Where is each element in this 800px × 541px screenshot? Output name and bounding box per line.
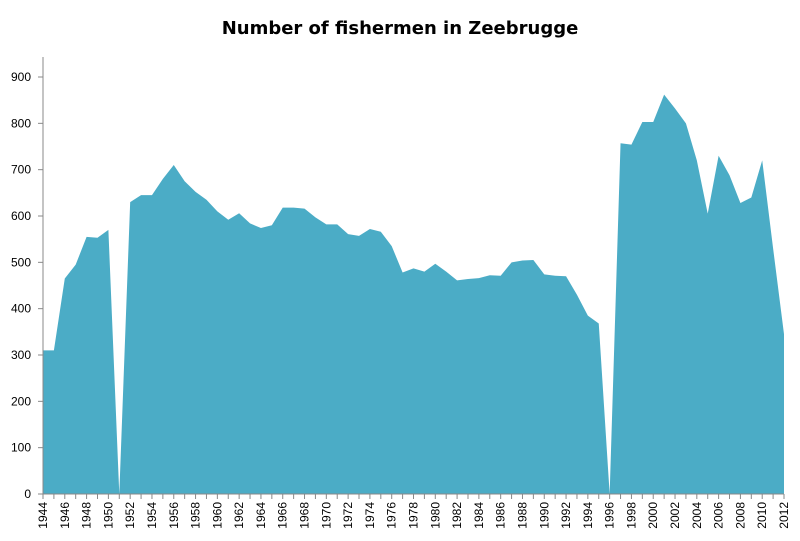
- x-tick-label: 2004: [690, 502, 704, 529]
- x-tick-label: 2012: [777, 502, 791, 529]
- x-tick-label: 1998: [624, 502, 638, 529]
- x-tick-label: 1964: [254, 502, 268, 529]
- y-tick-label: 200: [11, 394, 31, 408]
- x-tick-label: 1962: [232, 502, 246, 529]
- x-tick-label: 2002: [668, 502, 682, 529]
- x-tick-label: 1956: [167, 502, 181, 529]
- x-tick-label: 1958: [189, 502, 203, 529]
- y-tick-label: 300: [11, 348, 31, 362]
- x-tick-label: 2000: [646, 502, 660, 529]
- area-series: [43, 94, 784, 495]
- y-tick-label: 700: [11, 163, 31, 177]
- chart-title: Number of fishermen in Zeebrugge: [222, 18, 579, 39]
- x-tick-label: 1950: [101, 502, 115, 529]
- x-tick-label: 1944: [36, 502, 50, 529]
- y-tick-label: 0: [24, 487, 31, 501]
- y-tick-label: 400: [11, 302, 31, 316]
- x-tick-label: 1984: [472, 502, 486, 529]
- x-tick-label: 1972: [341, 502, 355, 529]
- y-tick-label: 100: [11, 441, 31, 455]
- x-tick-label: 1946: [58, 502, 72, 529]
- x-tick-label: 1978: [407, 502, 421, 529]
- x-tick-label: 1982: [450, 502, 464, 529]
- x-tick-label: 1994: [581, 502, 595, 529]
- x-tick-label: 1986: [494, 502, 508, 529]
- x-tick-label: 1976: [385, 502, 399, 529]
- x-tick-label: 1948: [80, 502, 94, 529]
- y-tick-label: 800: [11, 116, 31, 130]
- x-tick-label: 1960: [210, 502, 224, 529]
- y-tick-label: 500: [11, 255, 31, 269]
- x-tick-label: 1990: [537, 502, 551, 529]
- x-tick-label: 2008: [733, 502, 747, 529]
- x-tick-label: 1996: [603, 502, 617, 529]
- x-tick-label: 1974: [363, 502, 377, 529]
- x-tick-label: 1966: [276, 502, 290, 529]
- x-tick-label: 2006: [712, 502, 726, 529]
- x-tick-label: 2010: [755, 502, 769, 529]
- x-tick-label: 1988: [515, 502, 529, 529]
- x-tick-label: 1952: [123, 502, 137, 529]
- x-tick-label: 1970: [319, 502, 333, 529]
- x-tick-label: 1980: [428, 502, 442, 529]
- x-tick-label: 1954: [145, 502, 159, 529]
- y-tick-label: 600: [11, 209, 31, 223]
- x-tick-label: 1992: [559, 502, 573, 529]
- y-tick-label: 900: [11, 70, 31, 84]
- x-tick-label: 1968: [298, 502, 312, 529]
